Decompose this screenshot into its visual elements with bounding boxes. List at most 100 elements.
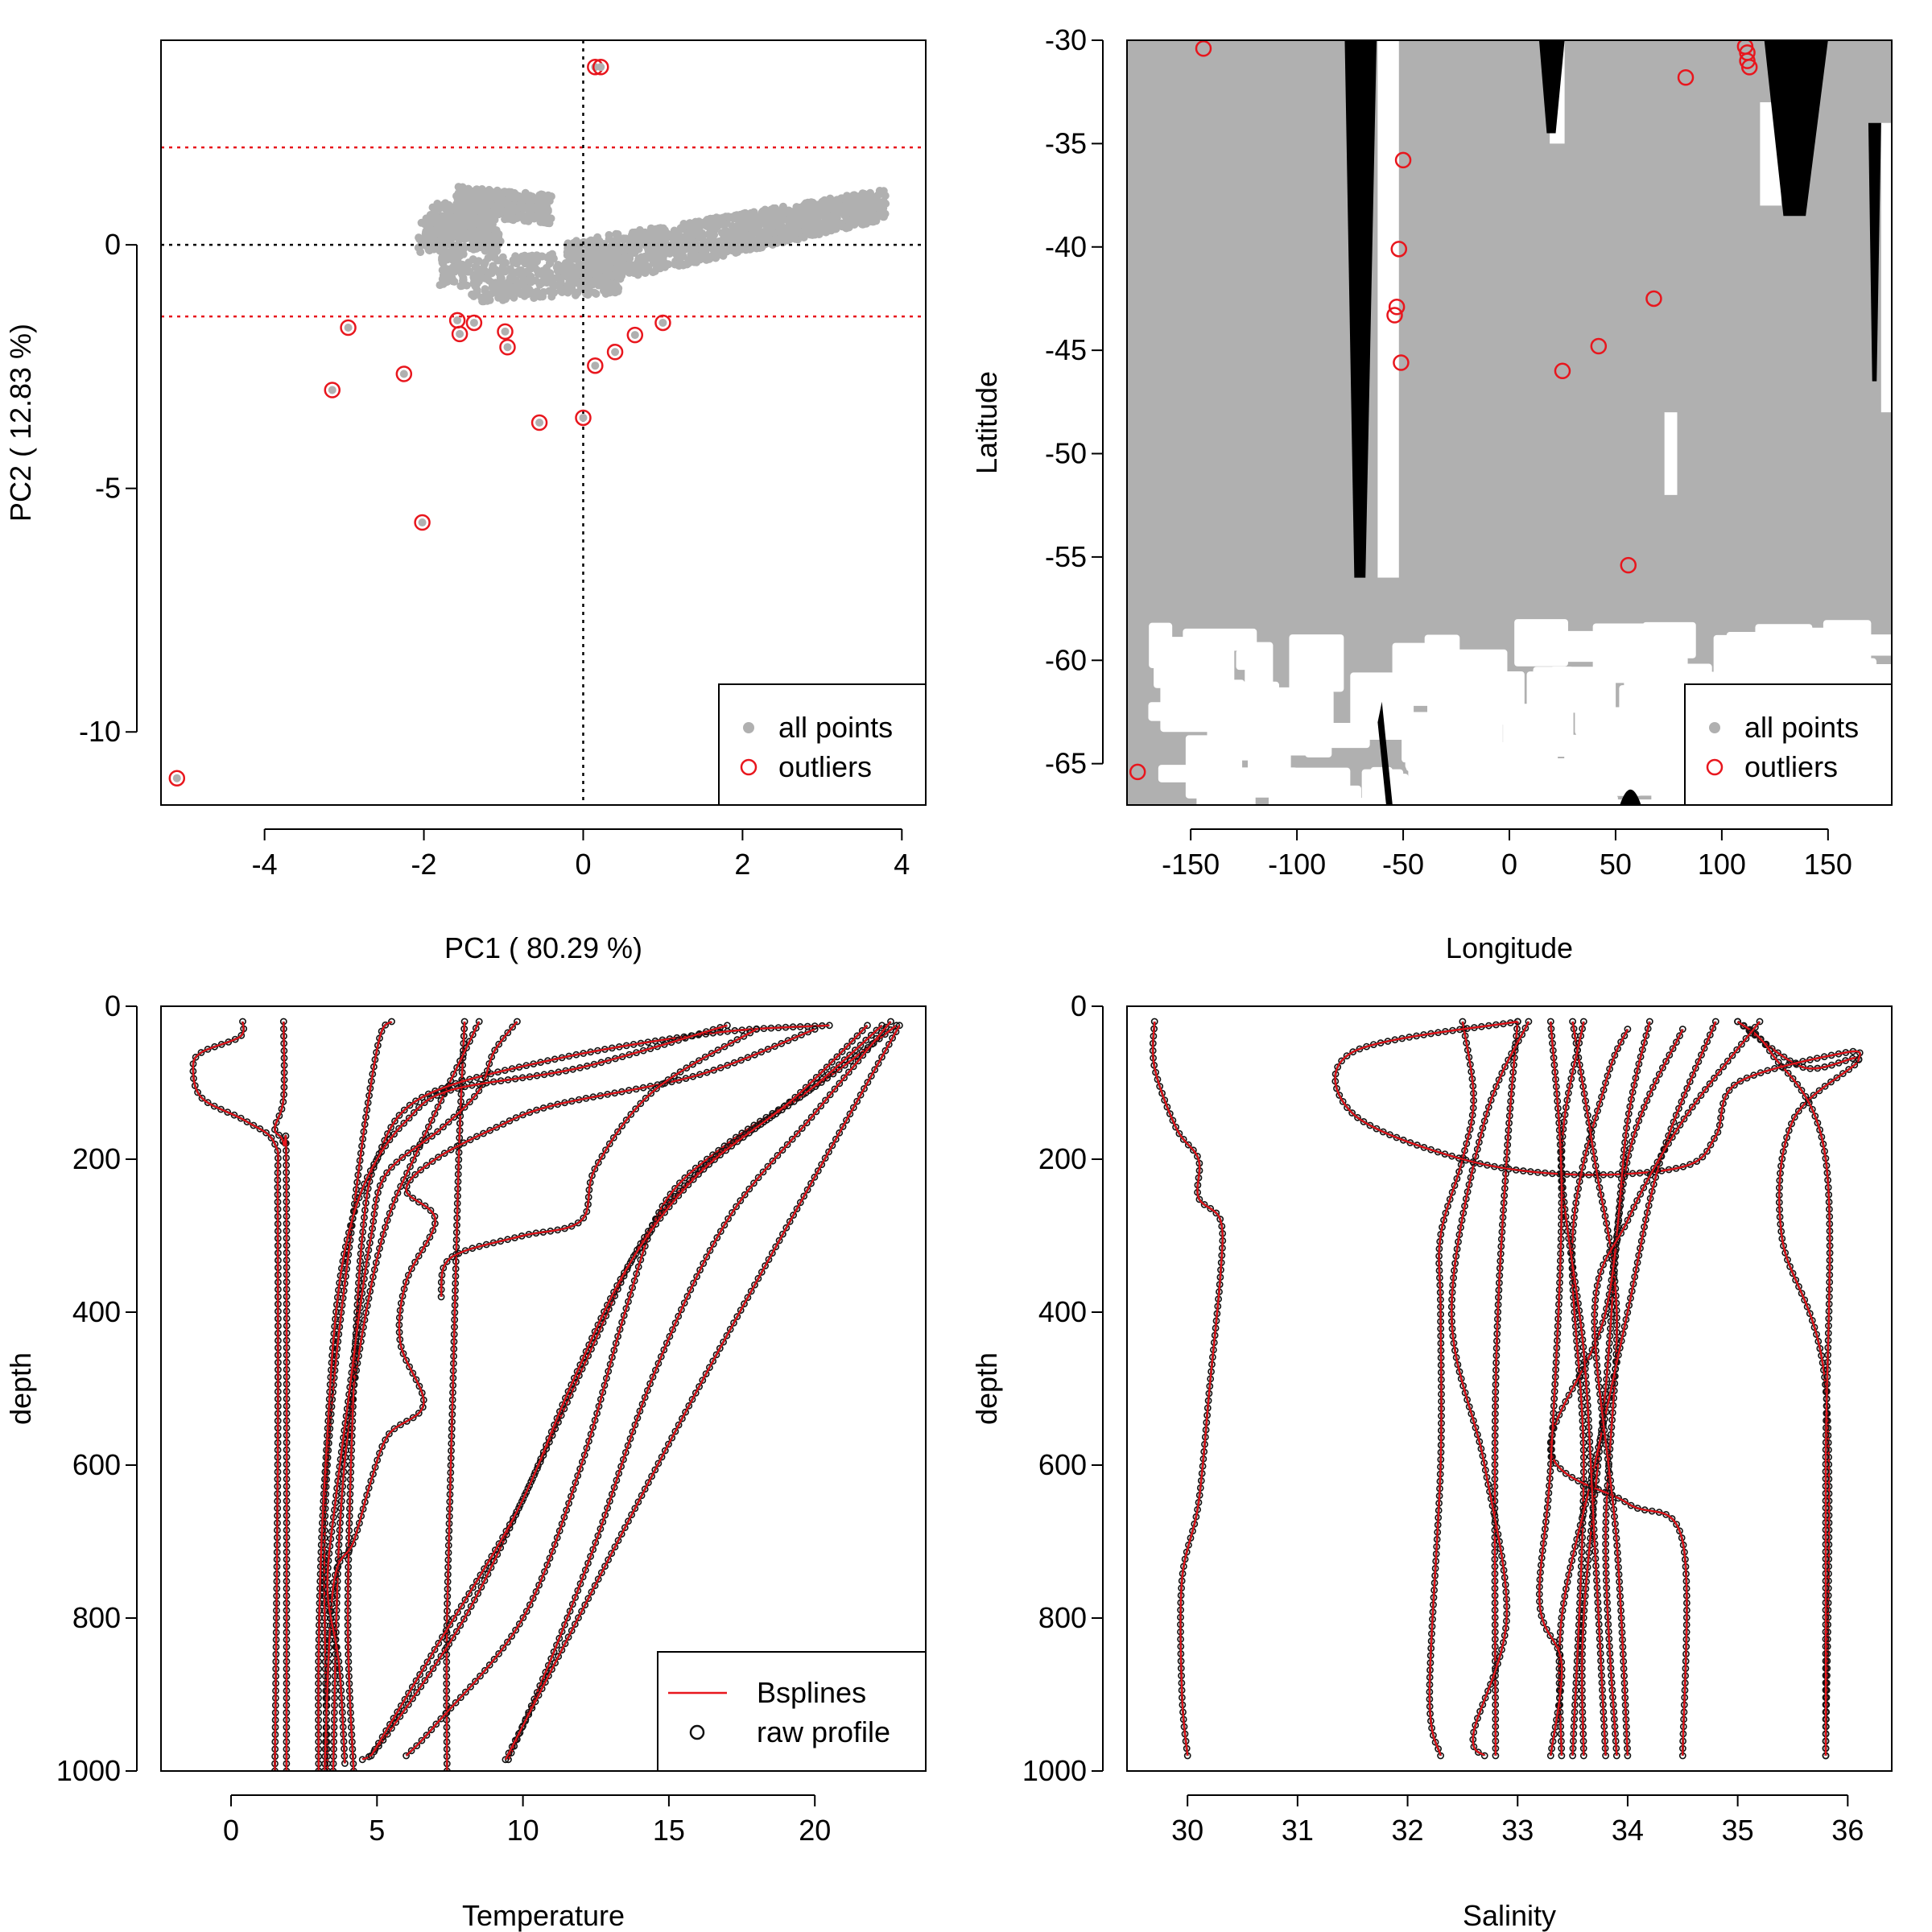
pca-point	[481, 274, 490, 283]
raw-profile-point	[689, 1175, 697, 1183]
pca-point	[454, 221, 463, 229]
map-legend-all-points-marker	[1709, 722, 1720, 733]
x-tick-label: 2	[734, 848, 750, 881]
raw-profile-point	[447, 1704, 455, 1712]
land-mass	[1868, 122, 1881, 382]
pca-point	[663, 229, 672, 238]
raw-profile-point	[1810, 1092, 1818, 1099]
raw-profile-point	[818, 1161, 826, 1168]
raw-profile-point	[737, 1197, 745, 1204]
raw-profile-point	[1480, 1752, 1488, 1760]
y-tick-label: -40	[1045, 230, 1087, 263]
raw-profile-point	[461, 1247, 469, 1254]
pca-x-label: PC1 ( 80.29 %)	[444, 931, 642, 964]
raw-profile-point	[472, 1678, 479, 1686]
pca-point	[718, 241, 727, 250]
pca-point	[799, 233, 808, 242]
raw-profile-point	[745, 1185, 753, 1193]
pca-point	[459, 250, 468, 258]
pca-point	[849, 208, 858, 217]
raw-profile-point	[1194, 1153, 1201, 1160]
raw-profile-point	[790, 1212, 797, 1219]
raw-profile-point	[1451, 1182, 1459, 1189]
coast-gap	[1880, 122, 1892, 413]
pca-point	[443, 278, 452, 287]
raw-profile-point	[440, 1123, 447, 1131]
raw-profile-point	[388, 1203, 396, 1211]
raw-profile-point	[647, 1089, 655, 1097]
raw-profile-point	[1475, 1748, 1482, 1757]
raw-profile-point	[546, 1554, 554, 1562]
pca-point	[530, 290, 539, 298]
raw-profile-point	[818, 1068, 826, 1076]
pca-point	[758, 207, 767, 216]
raw-profile-point	[250, 1121, 258, 1129]
pca-point	[485, 295, 494, 304]
raw-profile-point	[665, 1203, 673, 1211]
raw-profile-point	[423, 1732, 431, 1739]
raw-profile-point	[669, 1326, 676, 1334]
raw-profile-point	[857, 1091, 865, 1099]
pca-outlier-fill	[469, 318, 478, 327]
bspline-curve	[192, 1021, 279, 1771]
raw-profile-point	[688, 1396, 696, 1403]
raw-profile-point	[508, 1633, 515, 1640]
raw-profile-point	[594, 1321, 602, 1329]
raw-profile-point	[1514, 1037, 1522, 1045]
raw-profile-point	[574, 1587, 582, 1595]
raw-profile-point	[627, 1110, 635, 1118]
y-tick-label: -10	[79, 715, 121, 748]
raw-profile-point	[714, 1046, 722, 1054]
raw-profile-point	[499, 1644, 507, 1652]
raw-profile-point	[513, 1508, 521, 1516]
pca-point	[511, 190, 520, 199]
raw-profile-point	[594, 1575, 602, 1583]
raw-profile-point	[461, 1596, 469, 1604]
raw-profile-point	[702, 1370, 710, 1377]
raw-profile-point	[499, 1034, 507, 1042]
raw-profile-point	[460, 1139, 468, 1147]
raw-profile-point	[548, 1547, 556, 1555]
raw-profile-point	[828, 1141, 836, 1150]
raw-profile-point	[671, 1072, 678, 1080]
raw-profile-point	[782, 1224, 791, 1232]
raw-profile-point	[635, 1245, 643, 1252]
raw-profile-point	[720, 1338, 727, 1346]
pca-point	[717, 248, 725, 257]
raw-profile-point	[579, 1458, 586, 1466]
raw-profile-point	[563, 1506, 571, 1514]
y-tick-label: 0	[105, 228, 121, 261]
y-tick-label: -35	[1045, 126, 1087, 159]
pca-point	[477, 293, 486, 302]
pca-point	[609, 243, 618, 252]
raw-profile-point	[671, 1319, 679, 1327]
raw-profile-point	[471, 1092, 478, 1100]
pca-point	[630, 246, 638, 255]
raw-profile-point	[495, 1649, 502, 1657]
raw-profile-point	[463, 1044, 470, 1052]
raw-profile-point	[848, 1037, 856, 1045]
raw-profile-point	[374, 1740, 382, 1747]
pca-point	[656, 244, 665, 253]
raw-profile-point	[1492, 1083, 1500, 1091]
raw-profile-point	[746, 1029, 754, 1037]
raw-profile-point	[580, 1214, 588, 1222]
pca-point	[492, 266, 501, 275]
pca-point	[832, 213, 841, 222]
bspline-curve	[324, 1028, 815, 1771]
pca-point	[512, 268, 520, 277]
pca-point	[765, 212, 774, 221]
raw-profile-point	[466, 1098, 473, 1106]
raw-profile-point	[589, 1546, 597, 1554]
raw-profile-point	[541, 1678, 549, 1686]
raw-profile-point	[812, 1074, 820, 1081]
raw-profile-point	[1184, 1141, 1192, 1149]
y-tick-label: 200	[72, 1142, 121, 1175]
raw-profile-point	[519, 1111, 526, 1119]
raw-profile-point	[1479, 1701, 1487, 1708]
raw-profile-point	[878, 1053, 886, 1061]
raw-profile-point	[657, 1352, 665, 1360]
raw-profile-point	[231, 1035, 239, 1043]
x-tick-label: 4	[894, 848, 910, 881]
raw-profile-point	[493, 1124, 501, 1131]
